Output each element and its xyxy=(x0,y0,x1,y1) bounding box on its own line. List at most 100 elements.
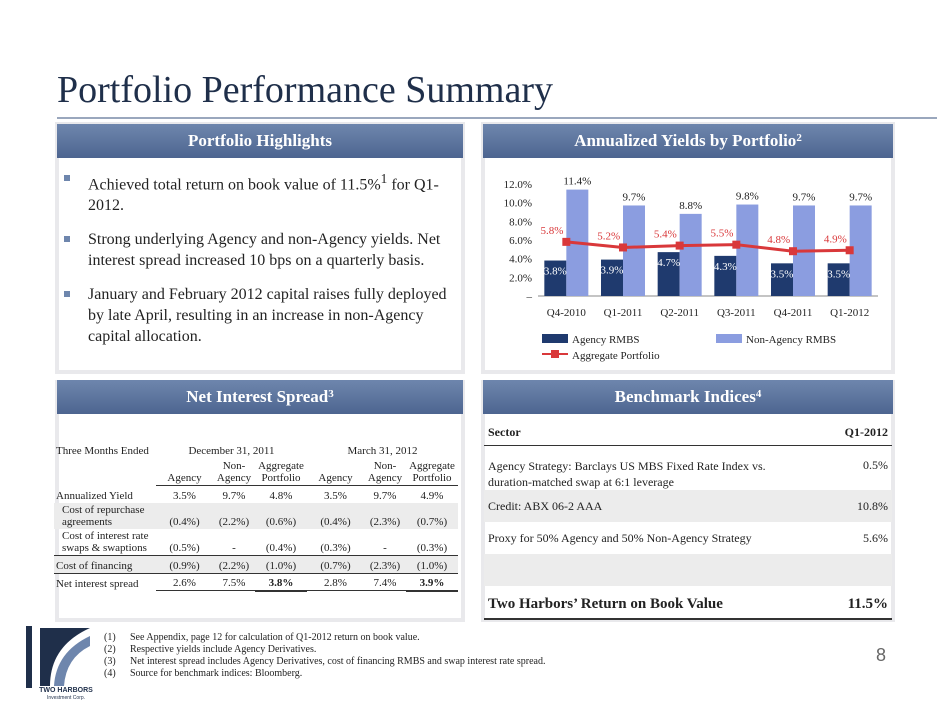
nis-cell: (0.4%) xyxy=(156,502,213,529)
period1-label: December 31, 2011 xyxy=(188,445,275,457)
bench-row-value: 0.5% xyxy=(863,458,888,472)
highlight-text: Achieved total return on book value of 1… xyxy=(88,176,381,194)
logo-subtitle: Investment Corp. xyxy=(46,695,86,701)
nis-cell: (1.0%) xyxy=(255,555,307,574)
nis-cell: 9.7% xyxy=(373,489,397,502)
highlights-panel xyxy=(55,122,465,374)
nis-cell: (2.2%) xyxy=(213,502,255,529)
footnote: (2) Respective yields include Agency Deri… xyxy=(104,644,545,656)
legend-swatch-agency xyxy=(542,334,568,343)
bar-agency xyxy=(714,255,737,296)
col-header: Agency xyxy=(156,458,213,486)
y-tick-label: 6.0% xyxy=(509,235,532,247)
footnote-text: Source for benchmark indices: Bloomberg. xyxy=(130,668,303,679)
x-tick-label: Q1-2011 xyxy=(604,307,643,319)
data-label-aggregate: 5.8% xyxy=(541,225,564,237)
bench-col-sector: Sector xyxy=(488,425,521,439)
legend-label-aggregate: Aggregate Portfolio xyxy=(572,350,660,362)
highlights-list: Achieved total return on book value of 1… xyxy=(64,168,458,360)
y-tick-label: 8.0% xyxy=(509,216,532,228)
nis-row: Cost of repurchase agreements (0.4%) (2.2… xyxy=(54,502,458,529)
data-label-non-agency: 9.7% xyxy=(849,191,872,203)
highlight-footnote-ref: 1 xyxy=(380,171,388,186)
period2-label: March 31, 2012 xyxy=(347,445,418,457)
bench-row-label: Agency Strategy: Barclays US MBS Fixed R… xyxy=(488,459,766,489)
nis-period-row: Three Months Ended December 31, 2011 Mar… xyxy=(54,444,458,458)
nis-cell: - xyxy=(364,528,406,556)
footnotes: (1) See Appendix, page 12 for calculation… xyxy=(104,632,545,680)
nis-cell: (2.2%) xyxy=(213,555,255,574)
nis-cell: 3.5% xyxy=(324,489,347,502)
page-title: Portfolio Performance Summary xyxy=(57,69,554,111)
bench-row: Proxy for 50% Agency and 50% Non-Agency … xyxy=(484,522,892,554)
nis-cell: 3.8% xyxy=(255,573,307,592)
bench-table: Sector Q1-2012 Agency Strategy: Barclays… xyxy=(484,420,892,620)
data-label-agency: 3.5% xyxy=(827,268,850,280)
highlight-text: January and February 2012 capital raises… xyxy=(88,286,447,346)
footnote-number: (4) xyxy=(104,668,116,679)
data-label-agency: 4.7% xyxy=(657,257,680,269)
nis-row: Cost of interest rate swaps & swaptions … xyxy=(54,528,458,556)
nis-cell: (2.3%) xyxy=(364,555,406,574)
col-header: Agency xyxy=(307,458,364,486)
nis-row-label: Net interest spread xyxy=(56,577,139,590)
footnote-number: (1) xyxy=(104,632,116,643)
highlight-item: January and February 2012 capital raises… xyxy=(64,284,458,347)
bench-row-value: 10.8% xyxy=(857,498,888,513)
bar-non-agency xyxy=(736,204,759,296)
bar-non-agency xyxy=(623,205,645,296)
nis-cell: - xyxy=(213,528,255,556)
aggregate-point xyxy=(562,237,571,246)
data-label-non-agency: 11.4% xyxy=(563,176,591,188)
footnote: (1) See Appendix, page 12 for calculation… xyxy=(104,632,545,644)
logo-name: TWO HARBORS xyxy=(39,687,93,694)
nis-cell: (1.0%) xyxy=(406,555,458,574)
nis-cell: (0.7%) xyxy=(307,555,364,574)
data-label-aggregate: 4.8% xyxy=(767,234,790,246)
bench-total-row: Two Harbors’ Return on Book Value 11.5% xyxy=(484,590,892,620)
bench-total-value: 11.5% xyxy=(847,595,888,612)
bench-header: Benchmark Indices 4 xyxy=(483,380,893,414)
footnote-number: (3) xyxy=(104,656,116,667)
nis-row: Annualized Yield 3.5% 9.7% 4.8% 3.5% 9.7% 4.9… xyxy=(54,486,458,503)
bench-row-value: 5.6% xyxy=(863,530,888,545)
data-label-agency: 3.8% xyxy=(544,266,567,278)
data-label-agency: 4.3% xyxy=(714,261,737,273)
nis-cell: (0.4%) xyxy=(307,502,364,529)
nis-header-label: Net Interest Spread xyxy=(186,387,329,406)
aggregate-point xyxy=(845,246,854,255)
bench-header-label: Benchmark Indices xyxy=(614,387,756,406)
legend-marker-aggregate xyxy=(551,350,559,358)
y-tick-label: – xyxy=(526,291,533,303)
nis-cell: (0.5%) xyxy=(156,528,213,556)
data-label-non-agency: 8.8% xyxy=(679,200,702,212)
bar-non-agency xyxy=(849,205,872,296)
nis-row: Net interest spread 2.6% 7.5% 3.8% 2.8% 7.4%… xyxy=(54,573,458,592)
highlights-header-label: Portfolio Highlights xyxy=(187,131,333,150)
data-label-agency: 3.9% xyxy=(601,265,624,277)
page-number: 8 xyxy=(876,645,887,665)
yields-header: Annualized Yields by Portfolio 2 xyxy=(483,124,893,158)
aggregate-point xyxy=(732,240,741,249)
highlight-item: Strong underlying Agency and non-Agency … xyxy=(64,229,458,271)
bench-row-label: Proxy for 50% Agency and 50% Non-Agency … xyxy=(488,530,752,545)
aggregate-line xyxy=(566,240,850,253)
nis-cell: (0.9%) xyxy=(156,555,213,574)
bench-head-row: Sector Q1-2012 xyxy=(484,420,892,446)
nis-cell: 3.5% xyxy=(173,489,196,502)
nis-header: Net Interest Spread 3 xyxy=(57,380,463,414)
nis-cell: 4.9% xyxy=(420,489,444,502)
nis-cell: (0.3%) xyxy=(307,528,364,556)
y-tick-label: 4.0% xyxy=(509,254,532,266)
x-tick-label: Q3-2011 xyxy=(717,307,756,319)
col-header: Aggregate Portfolio xyxy=(255,458,307,486)
data-label-aggregate: 5.5% xyxy=(711,228,734,240)
nis-cell: (0.3%) xyxy=(406,528,458,556)
yields-header-label: Annualized Yields by Portfolio xyxy=(574,131,797,150)
x-tick-label: Q4-2010 xyxy=(547,307,587,319)
nis-cell: (0.4%) xyxy=(255,528,307,556)
blank-cell xyxy=(54,458,156,486)
footnote-number: (2) xyxy=(104,644,116,655)
data-label-non-agency: 9.7% xyxy=(793,191,816,203)
bar-agency xyxy=(601,259,623,296)
